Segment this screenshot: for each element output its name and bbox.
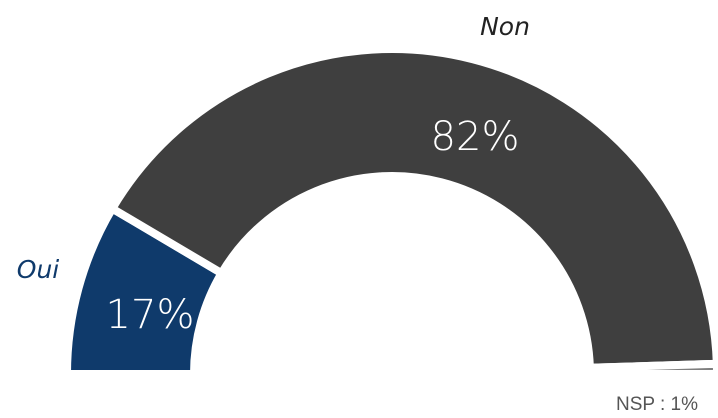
slice-non	[106, 45, 718, 372]
oui-category-label: Oui	[17, 255, 60, 284]
oui-value-label: 17%	[106, 292, 195, 338]
slice-nsp	[585, 359, 718, 378]
non-value-label: 82%	[431, 114, 520, 160]
non-category-label: Non	[480, 12, 530, 41]
nsp-value-label: NSP : 1%	[616, 394, 698, 415]
labels-layer: Non 82% Oui 17% NSP : 1%	[17, 12, 698, 415]
slices-layer	[62, 45, 718, 378]
